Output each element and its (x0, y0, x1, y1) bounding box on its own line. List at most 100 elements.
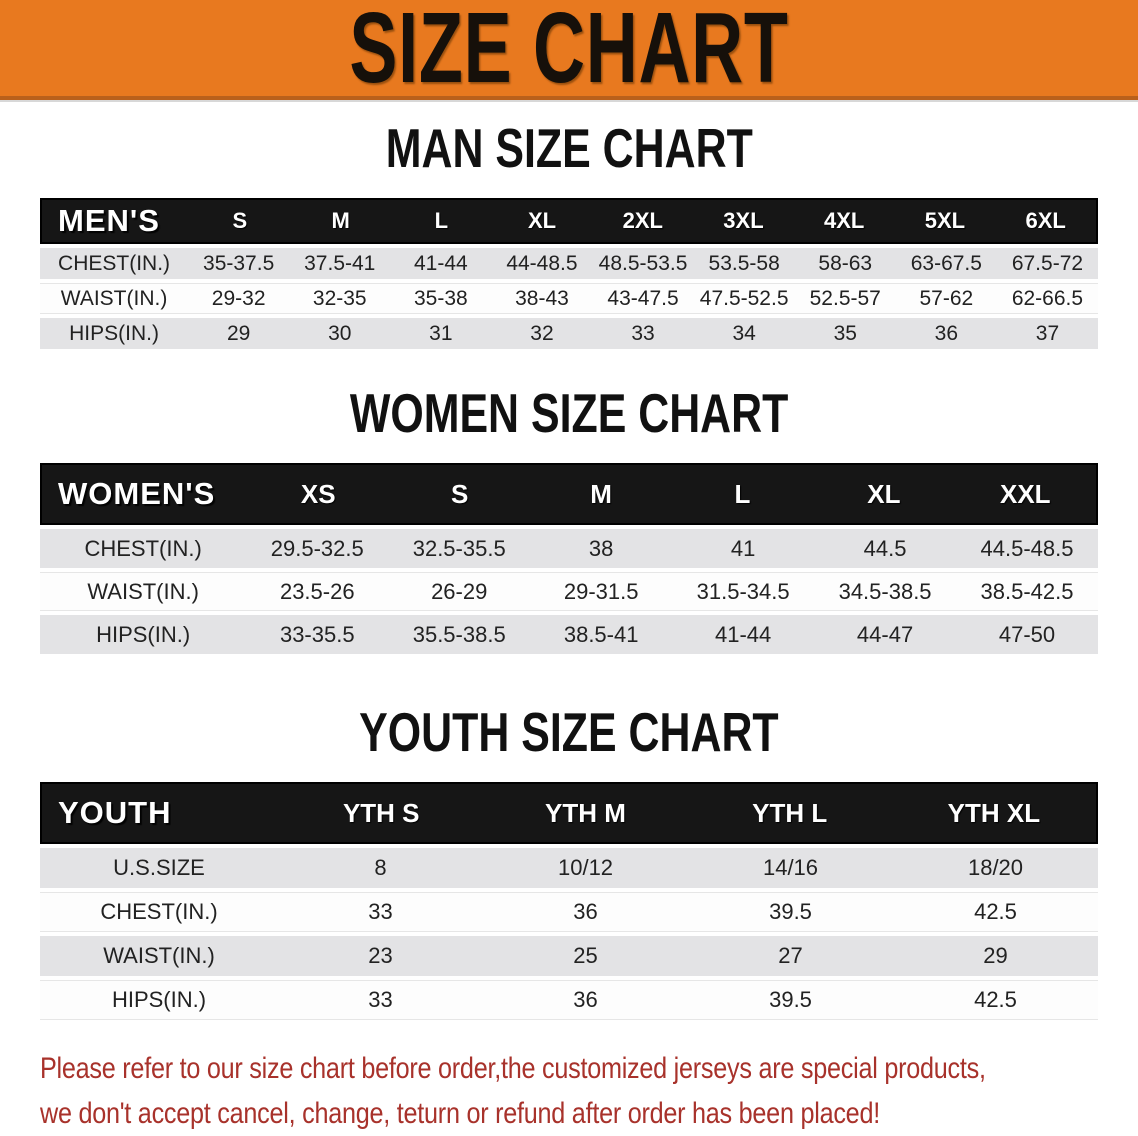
size-value: 32.5-35.5 (412, 535, 506, 561)
table-row: HIPS(IN.) 33-35.5 35.5-38.5 38.5-41 41-44 44-… (40, 615, 1098, 654)
size-value: 63-67.5 (910, 251, 982, 275)
size-value: 35-38 (413, 286, 468, 310)
table-row: WAIST(IN.) 29-32 32-35 35-38 38-43 43-47.5 47.… (40, 283, 1098, 314)
size-column-header: S (232, 208, 248, 233)
size-value: 41-44 (714, 621, 772, 647)
table-row: WAIST(IN.) 23 25 27 29 (40, 936, 1098, 976)
size-value: 39.5 (769, 987, 812, 1012)
page-title: SIZE CHART (349, 0, 789, 104)
disclaimer-line-1: Please refer to our size chart before or… (40, 1052, 986, 1085)
size-table-women: WOMEN'S XS S M L XL XXL CHEST(IN.) 29.5-32.5 32.5… (40, 463, 1098, 654)
size-value: 30 (328, 321, 352, 345)
row-label: CHEST(IN.) (58, 251, 171, 275)
size-value: 42.5 (974, 899, 1017, 924)
table-header-row: WOMEN'S XS S M L XL XXL (40, 463, 1098, 525)
size-value: 35 (833, 321, 857, 345)
section-men: MAN SIZE CHART MEN'S S M L XL 2XL 3XL 4XL 5XL 6XL… (0, 117, 1138, 349)
size-value: 36 (934, 321, 959, 345)
women-section-title: WOMEN SIZE CHART (349, 382, 789, 444)
size-value: 27 (778, 943, 803, 968)
table-header-label: MEN'S (58, 203, 160, 238)
size-value: 29-32 (211, 286, 266, 310)
size-value: 36 (573, 987, 598, 1012)
section-youth: YOUTH SIZE CHART YOUTH YTH S YTH M YTH L YTH… (0, 701, 1138, 1020)
size-value: 37.5-41 (304, 251, 376, 275)
size-value: 52.5-57 (809, 286, 881, 310)
size-value: 38.5-41 (563, 621, 639, 647)
men-section-title: MAN SIZE CHART (385, 117, 753, 179)
row-label: CHEST(IN.) (84, 535, 202, 561)
size-value: 29.5-32.5 (270, 535, 364, 561)
size-value: 53.5-58 (708, 251, 780, 275)
row-label: U.S.SIZE (113, 855, 205, 880)
row-label: WAIST(IN.) (103, 943, 215, 968)
size-value: 33 (368, 899, 393, 924)
size-value: 32-35 (312, 286, 367, 310)
size-value: 32 (530, 321, 554, 345)
size-column-header: M (331, 208, 350, 233)
size-value: 62-66.5 (1011, 286, 1084, 310)
size-value: 26-29 (431, 578, 488, 604)
size-column-header: L (734, 478, 751, 509)
size-value: 58-63 (818, 251, 873, 275)
size-column-header: YTH M (545, 797, 626, 828)
size-column-header: 3XL (723, 208, 764, 233)
size-value: 39.5 (769, 899, 812, 924)
size-value: 44-48.5 (506, 251, 578, 275)
table-row: CHEST(IN.) 35-37.5 37.5-41 41-44 44-48.5 48.5… (40, 248, 1098, 279)
size-value: 57-62 (919, 286, 974, 310)
size-value: 33 (631, 321, 655, 345)
row-label: CHEST(IN.) (100, 899, 218, 924)
table-row: CHEST(IN.) 29.5-32.5 32.5-35.5 38 41 44.5 44.5… (40, 529, 1098, 568)
row-label: WAIST(IN.) (87, 578, 199, 604)
table-header-label: WOMEN'S (58, 476, 216, 511)
size-value: 18/20 (967, 855, 1024, 880)
size-table-men: MEN'S S M L XL 2XL 3XL 4XL 5XL 6XL CHEST(IN.) 35-37… (40, 198, 1098, 349)
size-value: 48.5-53.5 (598, 251, 688, 275)
size-value: 42.5 (974, 987, 1017, 1012)
size-value: 29 (226, 321, 251, 345)
table-header-row: YOUTH YTH S YTH M YTH L YTH XL (40, 782, 1098, 844)
size-column-header: 5XL (924, 208, 966, 233)
size-value: 44.5 (863, 535, 907, 561)
size-column-header: L (434, 208, 449, 233)
row-label: HIPS(IN.) (96, 621, 191, 647)
table-row: U.S.SIZE 8 10/12 14/16 18/20 (40, 848, 1098, 888)
size-value: 23 (368, 943, 393, 968)
size-value: 29-31.5 (563, 578, 639, 604)
banner: SIZE CHART (0, 0, 1138, 100)
size-value: 34.5-38.5 (838, 578, 932, 604)
size-column-header: YTH L (752, 797, 828, 828)
row-label: HIPS(IN.) (111, 987, 207, 1012)
size-column-header: 2XL (622, 208, 663, 233)
size-column-header: 6XL (1025, 208, 1066, 233)
size-value: 23.5-26 (279, 578, 355, 604)
size-value: 47-50 (998, 621, 1056, 647)
size-column-header: S (450, 478, 469, 509)
size-column-header: YTH XL (947, 797, 1041, 828)
table-row: CHEST(IN.) 33 36 39.5 42.5 (40, 892, 1098, 932)
table-header-row: MEN'S S M L XL 2XL 3XL 4XL 5XL 6XL (40, 198, 1098, 244)
size-value: 29 (983, 943, 1008, 968)
size-value: 34 (732, 321, 756, 345)
size-value: 38.5-42.5 (980, 578, 1074, 604)
size-value: 25 (573, 943, 598, 968)
table-row: HIPS(IN.) 29 30 31 32 33 34 35 36 37 (40, 318, 1098, 349)
size-value: 33-35.5 (279, 621, 355, 647)
size-value: 31 (429, 321, 453, 345)
size-column-header: 4XL (824, 208, 865, 233)
size-value: 44.5-48.5 (980, 535, 1074, 561)
disclaimer-line-2: we don't accept cancel, change, teturn o… (40, 1097, 880, 1130)
size-value: 37 (1035, 321, 1060, 345)
size-value: 14/16 (762, 855, 819, 880)
youth-section-title: YOUTH SIZE CHART (359, 701, 779, 763)
size-value: 36 (573, 899, 598, 924)
size-table-youth: YOUTH YTH S YTH M YTH L YTH XL U.S.SIZE 8 10/12… (40, 782, 1098, 1020)
size-value: 33 (368, 987, 393, 1012)
size-value: 44-47 (856, 621, 914, 647)
row-label: WAIST(IN.) (60, 286, 168, 310)
disclaimer: Please refer to our size chart before or… (40, 1046, 1138, 1136)
size-value: 38 (588, 535, 614, 561)
row-label: HIPS(IN.) (69, 321, 159, 345)
size-value: 10/12 (557, 855, 614, 880)
